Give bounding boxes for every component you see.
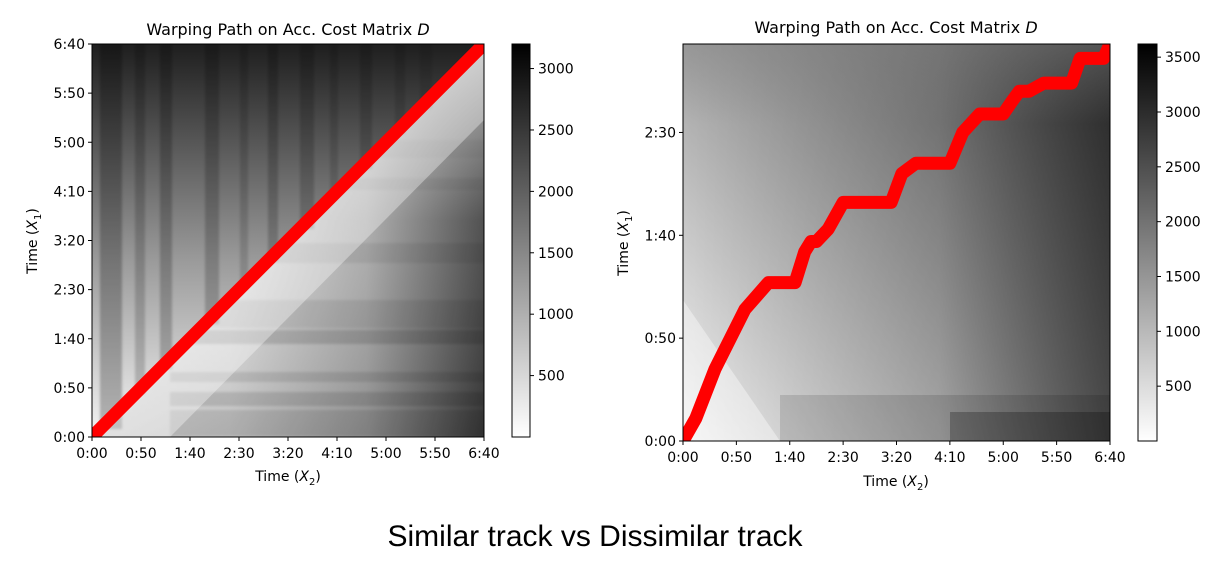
warping-path (683, 44, 1110, 441)
y-tick-label: 5:00 (54, 135, 85, 151)
x-tick-label: 5:00 (370, 446, 401, 462)
y-tick-label: 1:40 (645, 228, 676, 244)
x-tick-label: 4:10 (321, 446, 352, 462)
chart-title: Warping Path on Acc. Cost Matrix D (146, 20, 429, 39)
x-tick-label: 6:40 (468, 446, 499, 462)
colorbar-tick-label: 3000 (1165, 105, 1201, 121)
colorbar-tick-label: 1000 (538, 307, 574, 323)
x-tick-label: 0:50 (721, 450, 752, 466)
y-tick-label: 4:10 (54, 184, 85, 200)
colorbar-tick-label: 3000 (538, 62, 574, 78)
x-axis-label: Time (X2) (862, 474, 929, 493)
heatmap-panel-dissimilar: Warping Path on Acc. Cost Matrix D 0:00 0… (616, 18, 1201, 493)
y-tick-label: 5:50 (54, 86, 85, 102)
x-tick-label: 2:30 (827, 450, 858, 466)
colorbar-gradient (1137, 43, 1158, 442)
x-tick-label: 0:00 (76, 446, 107, 462)
colorbar-tick-label: 2000 (538, 184, 574, 200)
x-tick-label: 1:40 (774, 450, 805, 466)
y-tick-label: 6:40 (54, 37, 85, 53)
y-axis-label: Time (X1) (616, 210, 635, 277)
x-tick-label: 5:50 (1041, 450, 1072, 466)
x-tick-label: 5:00 (988, 450, 1019, 466)
figure-caption: Similar track vs Dissimilar track (387, 520, 803, 553)
x-tick-label: 0:50 (125, 446, 156, 462)
colorbar-tick-label: 3500 (1165, 50, 1201, 66)
warping-path-line (683, 44, 1110, 441)
y-tick-label: 0:00 (54, 430, 85, 446)
x-tick-label: 0:00 (667, 450, 698, 466)
colorbar-tick-label: 500 (538, 369, 565, 385)
y-tick-label: 3:20 (54, 234, 85, 250)
x-tick-label: 4:10 (934, 450, 965, 466)
y-axis-label: Time (X1) (25, 208, 44, 275)
x-tick-label: 5:50 (419, 446, 450, 462)
x-tick-label: 1:40 (174, 446, 205, 462)
x-tick-label: 2:30 (223, 446, 254, 462)
colorbar: 500 1000 1500 2000 2500 3000 (511, 43, 574, 438)
chart-title: Warping Path on Acc. Cost Matrix D (754, 18, 1037, 37)
x-tick-label: 6:40 (1094, 450, 1125, 466)
colorbar-gradient (511, 43, 531, 438)
colorbar-tick-label: 2000 (1165, 215, 1201, 231)
heatmap-image (92, 44, 484, 437)
y-tick-label: 0:50 (54, 381, 85, 397)
colorbar-tick-label: 1500 (538, 246, 574, 262)
warping-path-line (92, 44, 484, 437)
colorbar-tick-label: 2500 (538, 123, 574, 139)
y-tick-label: 1:40 (54, 332, 85, 348)
y-tick-label: 0:50 (645, 331, 676, 347)
x-axis: 0:00 0:50 1:40 2:30 3:20 4:10 5:00 5:50 6:40 (667, 441, 1126, 466)
heatmap-panel-similar: Warping Path on Acc. Cost Matrix D 0:00 0… (25, 20, 574, 488)
x-tick-label: 3:20 (881, 450, 912, 466)
y-tick-label: 0:00 (645, 434, 676, 450)
colorbar-tick-label: 1000 (1165, 324, 1201, 340)
colorbar-tick-label: 2500 (1165, 160, 1201, 176)
heatmap-image (683, 44, 1110, 441)
colorbar-tick-label: 1500 (1165, 269, 1201, 285)
colorbar-tick-label: 500 (1165, 379, 1192, 395)
x-axis-label: Time (X2) (254, 469, 321, 488)
colorbar: 500 1000 1500 2000 2500 3000 3500 (1137, 43, 1201, 442)
x-tick-label: 3:20 (272, 446, 303, 462)
y-tick-label: 2:30 (54, 283, 85, 299)
y-tick-label: 2:30 (645, 125, 676, 141)
warping-path (92, 44, 484, 437)
x-axis: 0:00 0:50 1:40 2:30 3:20 4:10 5:00 5:50 6:40 (76, 437, 500, 462)
y-axis: 0:00 0:50 1:40 2:30 3:20 4:10 5:00 5:50 6:40 (54, 37, 92, 446)
y-axis: 0:00 0:50 1:40 2:30 (645, 125, 683, 450)
